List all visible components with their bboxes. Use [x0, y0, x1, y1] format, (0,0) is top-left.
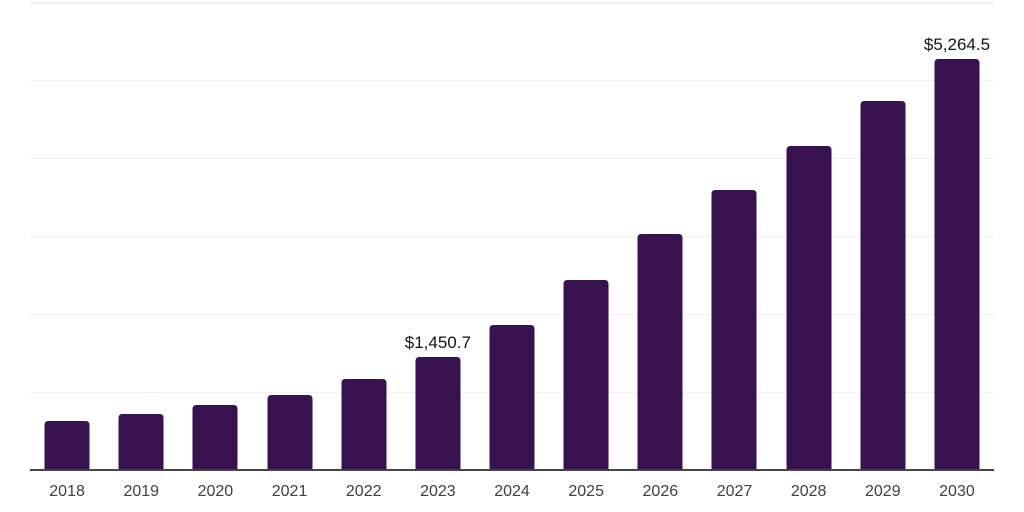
bar-2023: [415, 356, 461, 470]
bar-2021: [267, 395, 313, 470]
gridline: [30, 80, 994, 81]
x-tick-label-2022: 2022: [345, 483, 382, 500]
bar-slot-2023: $1,450.7: [401, 2, 475, 470]
x-tick-label-2024: 2024: [494, 483, 530, 500]
bar-value-label-2030: $5,264.5: [923, 35, 991, 55]
x-tick-label-2018: 2018: [49, 483, 85, 500]
bar-slot-2019: [104, 2, 178, 470]
bar-slot-2026: [623, 2, 697, 470]
bar-2025: [563, 279, 609, 470]
x-tick-label-2026: 2026: [642, 483, 679, 500]
gridline: [30, 314, 994, 315]
x-tick-label-2021: 2021: [271, 483, 308, 500]
x-tick-label-2028: 2028: [790, 483, 827, 500]
bar-slot-2018: [30, 2, 104, 470]
bar-2029: [860, 100, 906, 470]
x-tick-label-2019: 2019: [123, 483, 160, 500]
bar-slot-2027: [697, 2, 771, 470]
x-tick-label-2023: 2023: [420, 483, 456, 500]
bar-2024: [489, 325, 535, 470]
bar-2027: [711, 190, 757, 470]
bar-slot-2024: [475, 2, 549, 470]
bar-2026: [637, 234, 683, 470]
bar-2022: [341, 378, 387, 470]
plot-area: $1,450.7 $5,264.5: [30, 2, 994, 471]
bar-2030: [934, 59, 980, 470]
gridline: [30, 2, 994, 4]
bar-value-label-2023: $1,450.7: [404, 332, 471, 352]
bar-2019: [118, 413, 164, 470]
bar-slot-2021: [252, 2, 326, 470]
bar-slot-2022: [327, 2, 401, 470]
x-tick-label-2020: 2020: [197, 483, 234, 500]
x-tick-label-2030: 2030: [939, 483, 975, 500]
bar-slot-2030: $5,264.5: [920, 2, 994, 470]
x-axis-tick-labels: 2018 2019 2020 2021 2022 2023 2024 2025 2026 2027…: [30, 484, 994, 500]
bar-slot-2029: [846, 2, 920, 470]
x-tick-label-2025: 2025: [568, 483, 604, 500]
gridline: [30, 158, 994, 159]
x-tick-label-2027: 2027: [716, 483, 753, 500]
bar-slot-2025: [549, 2, 623, 470]
x-tick-label-2029: 2029: [865, 483, 901, 500]
bar-slot-2028: [772, 2, 846, 470]
bar-2020: [192, 404, 238, 470]
bar-2018: [44, 420, 90, 470]
bars-row: $1,450.7 $5,264.5: [30, 2, 994, 470]
bar-slot-2020: [178, 2, 252, 470]
gridline: [30, 236, 994, 237]
x-axis-line: [30, 469, 994, 471]
bar-2028: [786, 145, 832, 470]
